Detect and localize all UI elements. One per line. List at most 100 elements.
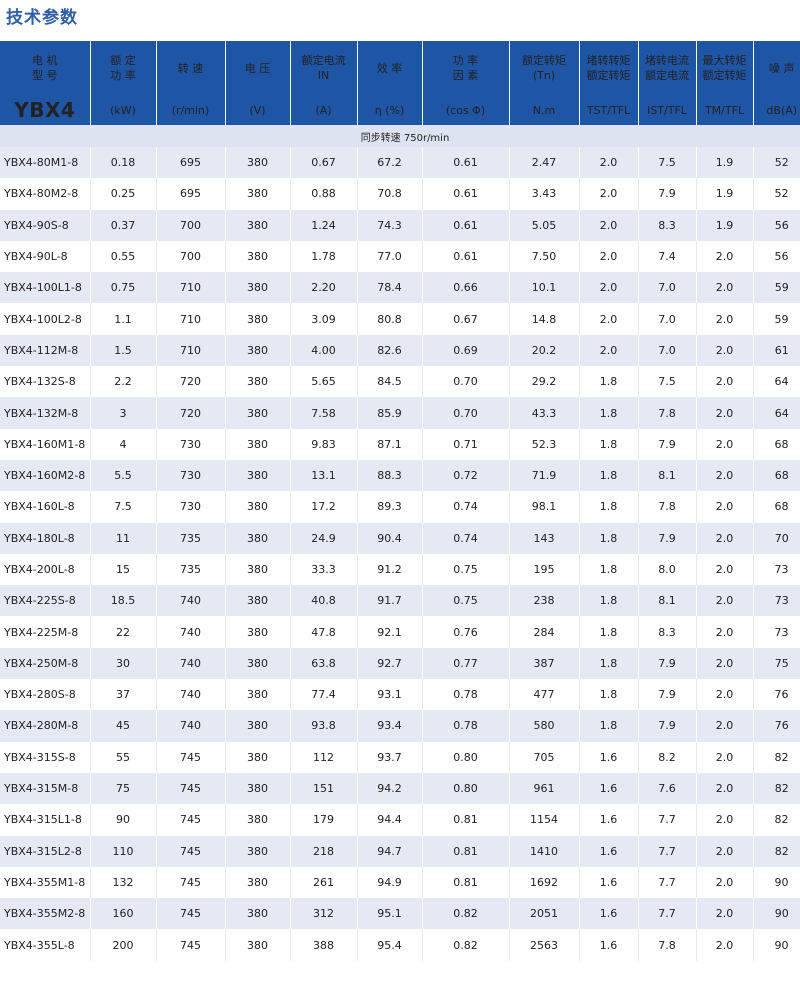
table-cell: 0.67 [290,147,358,179]
table-cell: 37 [90,679,157,711]
table-row: YBX4-180L-8 11 735 380 24.9 90.4 0.74 143 1.8 7.9… [0,522,800,554]
table-cell: 7.9 [638,710,697,742]
table-cell: 1.8 [579,428,639,460]
table-cell: 710 [156,272,226,304]
table-cell: 2.0 [696,366,754,398]
table-cell: 2.0 [696,741,754,773]
table-cell: 1410 [509,835,580,867]
table-cell: 179 [290,804,358,836]
table-cell: 380 [225,272,291,304]
header-label-line: 额定电流 [301,54,346,67]
table-cell: 82 [753,835,800,867]
table-row: YBX4-355M1-8 132 745 380 261 94.9 0.81 1692 1.6 7… [0,866,800,899]
table-cell: 76 [753,710,800,742]
table-cell: 3.09 [290,303,358,335]
table-cell: 24.9 [290,522,358,554]
table-cell: 2.0 [696,679,754,711]
table-cell: 82 [753,741,800,773]
table-cell: 0.75 [422,553,510,586]
table-cell: 0.66 [422,272,510,304]
table-cell: 730 [156,491,226,523]
table-row: YBX4-315L1-8 90 745 380 179 94.4 0.81 1154 1.6 7.… [0,804,800,836]
table-cell: 7.4 [638,240,697,273]
table-cell: 93.8 [290,710,358,742]
table-cell: 0.37 [90,209,157,241]
table-cell: 5.05 [509,209,580,241]
table-cell: 77.4 [290,679,358,711]
table-cell: 0.75 [422,585,510,617]
table-cell: 47.8 [290,616,358,648]
table-row: YBX4-160L-8 7.5 730 380 17.2 89.3 0.74 98.1 1.8 7… [0,491,800,523]
table-cell: 93.7 [357,741,423,773]
table-row: YBX4-90S-8 0.37 700 380 1.24 74.3 0.61 5.05 2.0 8… [0,209,800,241]
table-cell: 0.72 [422,459,510,492]
table-row: YBX4-200L-8 15 735 380 33.3 91.2 0.75 195 1.8 8.0… [0,553,800,586]
table-row: YBX4-132M-8 3 720 380 7.58 85.9 0.70 43.3 1.8 7.8… [0,397,800,429]
table-cell: 68 [753,459,800,492]
table-cell: 740 [156,679,226,711]
header-unit-1: (kW) [90,95,157,125]
table-cell: 0.81 [422,835,510,867]
table-cell: 0.74 [422,522,510,554]
header-label-line: 额定转矩 [522,54,566,67]
table-cell: 98.1 [509,491,580,523]
table-cell: 9.83 [290,428,358,460]
header-label-5: 效 率 [357,41,423,95]
table-header: 电 机型 号额 定功 率转 速电 压额定电流 IN 效 率功 率因 素额定转矩 (Tn… [0,41,800,125]
header-label-11: 噪 声 [753,41,800,95]
table-cell: 0.67 [422,303,510,335]
table-row: YBX4-100L1-8 0.75 710 380 2.20 78.4 0.66 10.1 2.… [0,272,800,304]
table-cell: 0.81 [422,866,510,899]
table-cell: 8.2 [638,741,697,773]
header-label-line: 额定电流 [645,69,689,82]
table-body: 同步转速 750r/min YBX4-80M1-8 0.18 695 380 0.67 6… [0,125,800,961]
table-cell: 18.5 [90,585,157,617]
table-cell: 93.4 [357,710,423,742]
table-cell: 387 [509,647,580,680]
table-cell: 380 [225,240,291,273]
table-cell: 71.9 [509,459,580,492]
header-unit-5: η (%) [357,95,423,125]
table-row: YBX4-315S-8 55 745 380 112 93.7 0.80 705 1.6 8.2 2… [0,741,800,773]
table-cell: 0.25 [90,178,157,210]
spec-table: 电 机型 号额 定功 率转 速电 压额定电流 IN 效 率功 率因 素额定转矩 (Tn… [0,41,800,961]
motor-model-cell: YBX4-315S-8 [0,741,91,773]
header-label-line: 因 素 [452,69,479,82]
table-cell: 7.8 [638,397,697,429]
table-cell: 45 [90,710,157,742]
table-cell: 5.65 [290,366,358,398]
table-cell: 4.00 [290,334,358,367]
table-cell: 1154 [509,804,580,836]
table-cell: 68 [753,428,800,460]
header-label-3: 电 压 [225,41,291,95]
table-cell: 195 [509,553,580,586]
table-cell: 1.8 [579,491,639,523]
table-cell: 88.3 [357,459,423,492]
table-cell: 380 [225,428,291,460]
table-cell: 13.1 [290,459,358,492]
table-cell: 0.69 [422,334,510,367]
motor-model-cell: YBX4-132S-8 [0,366,91,398]
table-cell: 1.6 [579,929,639,961]
table-row: YBX4-100L2-8 1.1 710 380 3.09 80.8 0.67 14.8 2.0… [0,303,800,335]
table-cell: 90 [90,804,157,836]
table-cell: 380 [225,585,291,617]
header-unit-7: N.m [509,95,580,125]
table-cell: 710 [156,303,226,335]
table-cell: 8.0 [638,553,697,586]
table-cell: 90 [753,866,800,899]
table-cell: 77.0 [357,240,423,273]
table-cell: 380 [225,366,291,398]
table-cell: 82 [753,772,800,805]
table-cell: 1.5 [90,334,157,367]
table-cell: 380 [225,459,291,492]
table-cell: 1.1 [90,303,157,335]
table-cell: 7.9 [638,647,697,680]
table-cell: 695 [156,178,226,210]
table-cell: 52 [753,147,800,179]
motor-model-cell: YBX4-80M1-8 [0,147,91,179]
table-cell: 710 [156,334,226,367]
table-cell: 112 [290,741,358,773]
table-cell: 284 [509,616,580,648]
table-cell: 0.61 [422,147,510,179]
